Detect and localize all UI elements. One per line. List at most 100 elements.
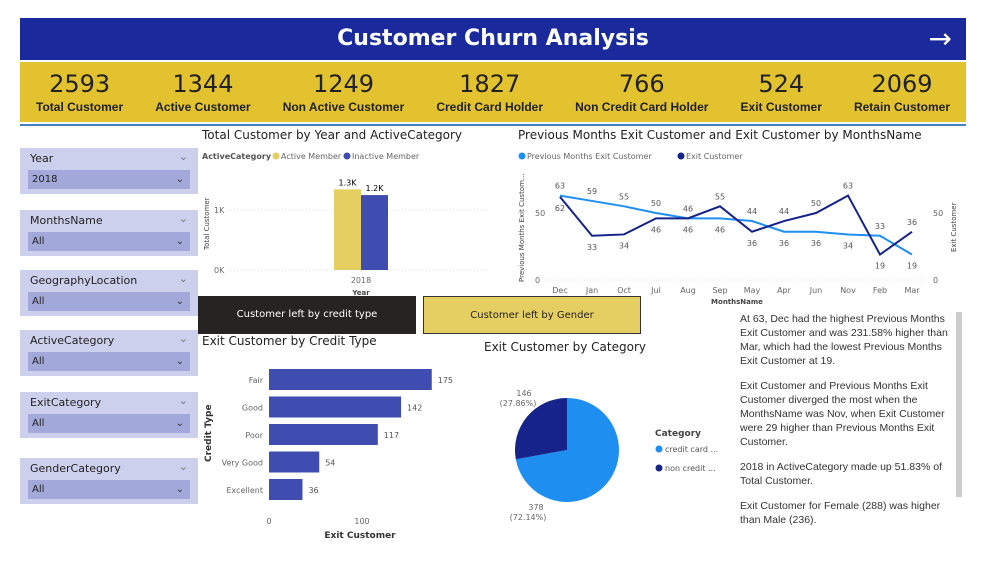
legend-marker [272, 152, 280, 160]
gender-button[interactable]: Customer left by Gender [423, 296, 641, 334]
x-tick-label: Jul [650, 286, 661, 295]
narrative-paragraph: Exit Customer for Female (288) was highe… [740, 500, 941, 526]
series-line [559, 194, 913, 256]
slicer-title: GenderCategory [30, 462, 121, 475]
data-label: 142 [407, 404, 422, 413]
slicer-dropdown[interactable]: All ⌄ [28, 232, 190, 251]
credit-type-bar-chart: 0 100 Exit Customer Credit Type Fair 175 Good 1… [204, 369, 453, 541]
data-label: 36 [308, 486, 318, 495]
kpi-label: Non Active Customer [282, 100, 405, 114]
data-label: 36 [811, 239, 821, 248]
x-tick-label: 100 [354, 517, 369, 526]
kpi-label: Active Customer [155, 100, 251, 114]
chevron-down-icon[interactable]: ⌄ [178, 212, 188, 225]
slicer-value: All [32, 356, 45, 367]
data-label: 46 [683, 225, 693, 234]
year-bar-chart: ActiveCategory Active Member Inactive Memb… [202, 152, 488, 297]
legend-label: Previous Months Exit Customer [527, 152, 652, 161]
kpi-card: 1344 Active Customer [139, 62, 266, 122]
slicer-dropdown[interactable]: 2018 ⌄ [28, 170, 190, 189]
data-label: 19 [907, 262, 917, 271]
chevron-down-icon[interactable]: ⌄ [178, 332, 188, 345]
data-label: 33 [875, 222, 885, 231]
data-label: 19 [875, 262, 885, 271]
x-tick-label: Jan [585, 286, 598, 295]
slicer-value: 2018 [32, 174, 58, 185]
data-label: 46 [715, 225, 725, 234]
y-tick-label: Poor [245, 431, 263, 440]
kpi-label: Retain Customer [853, 100, 950, 114]
y-tick-label: Very Good [222, 459, 263, 468]
data-label: 33 [587, 243, 597, 252]
slicer-activecategory: ActiveCategory ⌄ All ⌄ [20, 330, 198, 376]
slicer-dropdown[interactable]: All ⌄ [28, 352, 190, 371]
slicer-year: Year ⌄ 2018 ⌄ [20, 148, 198, 194]
kpi-card: 2069 Retain Customer [838, 62, 966, 122]
chart-title: Exit Customer by Category [484, 340, 646, 354]
data-label: 55 [619, 192, 629, 201]
x-tick-label: Sep [712, 286, 727, 295]
chevron-down-icon[interactable]: ⌄ [178, 272, 188, 285]
data-label: 44 [747, 207, 757, 216]
data-label: 378 [528, 503, 543, 512]
slicer-title: ExitCategory [30, 396, 102, 409]
legend-label: Exit Customer [686, 152, 743, 161]
data-label: 59 [587, 187, 597, 196]
data-label: 146 [516, 389, 531, 398]
data-label: 1.3K [339, 178, 358, 187]
kpi-label: Exit Customer [740, 100, 822, 114]
legend-marker [655, 464, 663, 472]
chevron-down-icon[interactable]: ⌄ [178, 460, 188, 473]
data-label: 36 [907, 218, 917, 227]
bar [269, 424, 378, 445]
chevron-down-icon: ⌄ [175, 418, 184, 429]
y-tick-label: 0K [214, 266, 225, 275]
kpi-card: 1827 Credit Card Holder [420, 62, 559, 122]
legend-label: non credit ... [665, 464, 716, 473]
legend-label: Inactive Member [352, 152, 420, 161]
x-tick-label: Mar [904, 286, 920, 295]
narrative-paragraph: At 63, Dec had the highest Previous Mont… [740, 313, 948, 367]
slicer-geographylocation: GeographyLocation ⌄ All ⌄ [20, 270, 198, 316]
slicer-dropdown[interactable]: All ⌄ [28, 414, 190, 433]
chart-title: Total Customer by Year and ActiveCategor… [202, 128, 463, 142]
data-label: 1.2K [366, 184, 385, 193]
x-tick-label: Apr [777, 286, 792, 295]
kpi-card: 524 Exit Customer [725, 62, 838, 122]
slicer-value: All [32, 418, 45, 429]
data-label: 175 [438, 376, 453, 385]
slicer-title: GeographyLocation [30, 274, 138, 287]
data-label: (72.14%) [510, 513, 547, 522]
arrow-right-icon[interactable]: → [928, 22, 952, 55]
y-axis-label: Credit Type [204, 404, 214, 462]
chart-title: Previous Months Exit Customer and Exit C… [518, 128, 922, 142]
slicer-dropdown[interactable]: All ⌄ [28, 292, 190, 311]
y-axis-label: Total Customer [203, 197, 211, 251]
x-axis-label: MonthsName [711, 298, 763, 306]
data-label: 55 [715, 192, 725, 201]
chevron-down-icon[interactable]: ⌄ [178, 394, 188, 407]
bar [334, 189, 361, 270]
data-label: 50 [811, 199, 821, 208]
chevron-down-icon[interactable]: ⌄ [178, 150, 188, 163]
legend-marker [343, 152, 351, 160]
bar [269, 479, 303, 500]
narrative-paragraph: 2018 in ActiveCategory made up 51.83% of… [740, 461, 942, 487]
x-tick-label: 0 [266, 517, 271, 526]
x-tick-label: Jun [809, 286, 823, 295]
slicer-value: All [32, 296, 45, 307]
y-tick-label: Good [242, 404, 263, 413]
kpi-band: 2593 Total Customer 1344 Active Customer 124… [20, 62, 966, 122]
legend-marker [518, 152, 526, 160]
legend-label: credit card ... [665, 445, 718, 454]
chart-title: Exit Customer by Credit Type [202, 334, 377, 348]
bar [361, 195, 388, 270]
scrollbar[interactable] [956, 312, 962, 497]
x-tick-label: Feb [873, 286, 887, 295]
category-pie-chart: 146(27.86%) 378(72.14%) Category credit car… [500, 389, 719, 522]
legend-label: Active Member [281, 152, 342, 161]
credit-type-button[interactable]: Customer left by credit type [198, 296, 416, 334]
slicer-dropdown[interactable]: All ⌄ [28, 480, 190, 499]
x-tick-label: Nov [840, 286, 856, 295]
chevron-down-icon: ⌄ [175, 174, 184, 185]
